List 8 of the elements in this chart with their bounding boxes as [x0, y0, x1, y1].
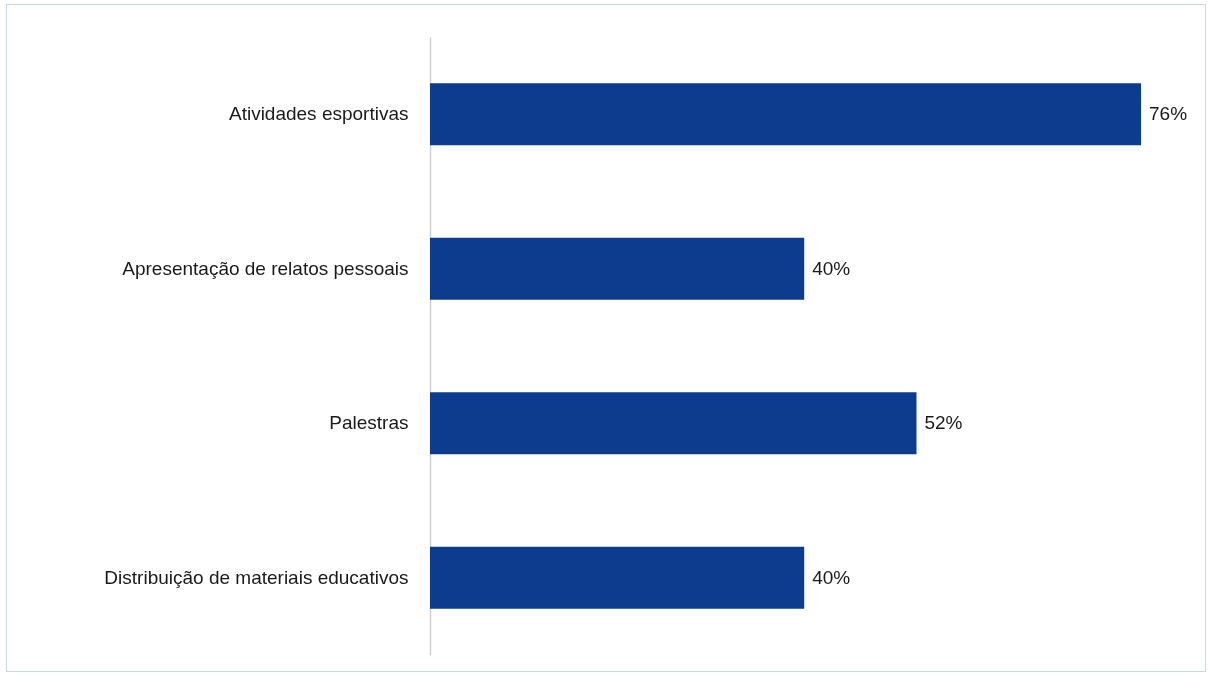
y-tick-label: Distribuição de materiais educativos [104, 566, 409, 588]
y-tick-label: Atividades esportivas [228, 103, 409, 125]
data-label: 40% [812, 566, 851, 588]
y-tick-label: Apresentação de relatos pessoais [122, 257, 409, 279]
data-label: 40% [812, 257, 851, 279]
y-tick-label: Palestras [329, 412, 409, 434]
data-label: 76% [1149, 103, 1188, 125]
data-label: 52% [924, 412, 963, 434]
